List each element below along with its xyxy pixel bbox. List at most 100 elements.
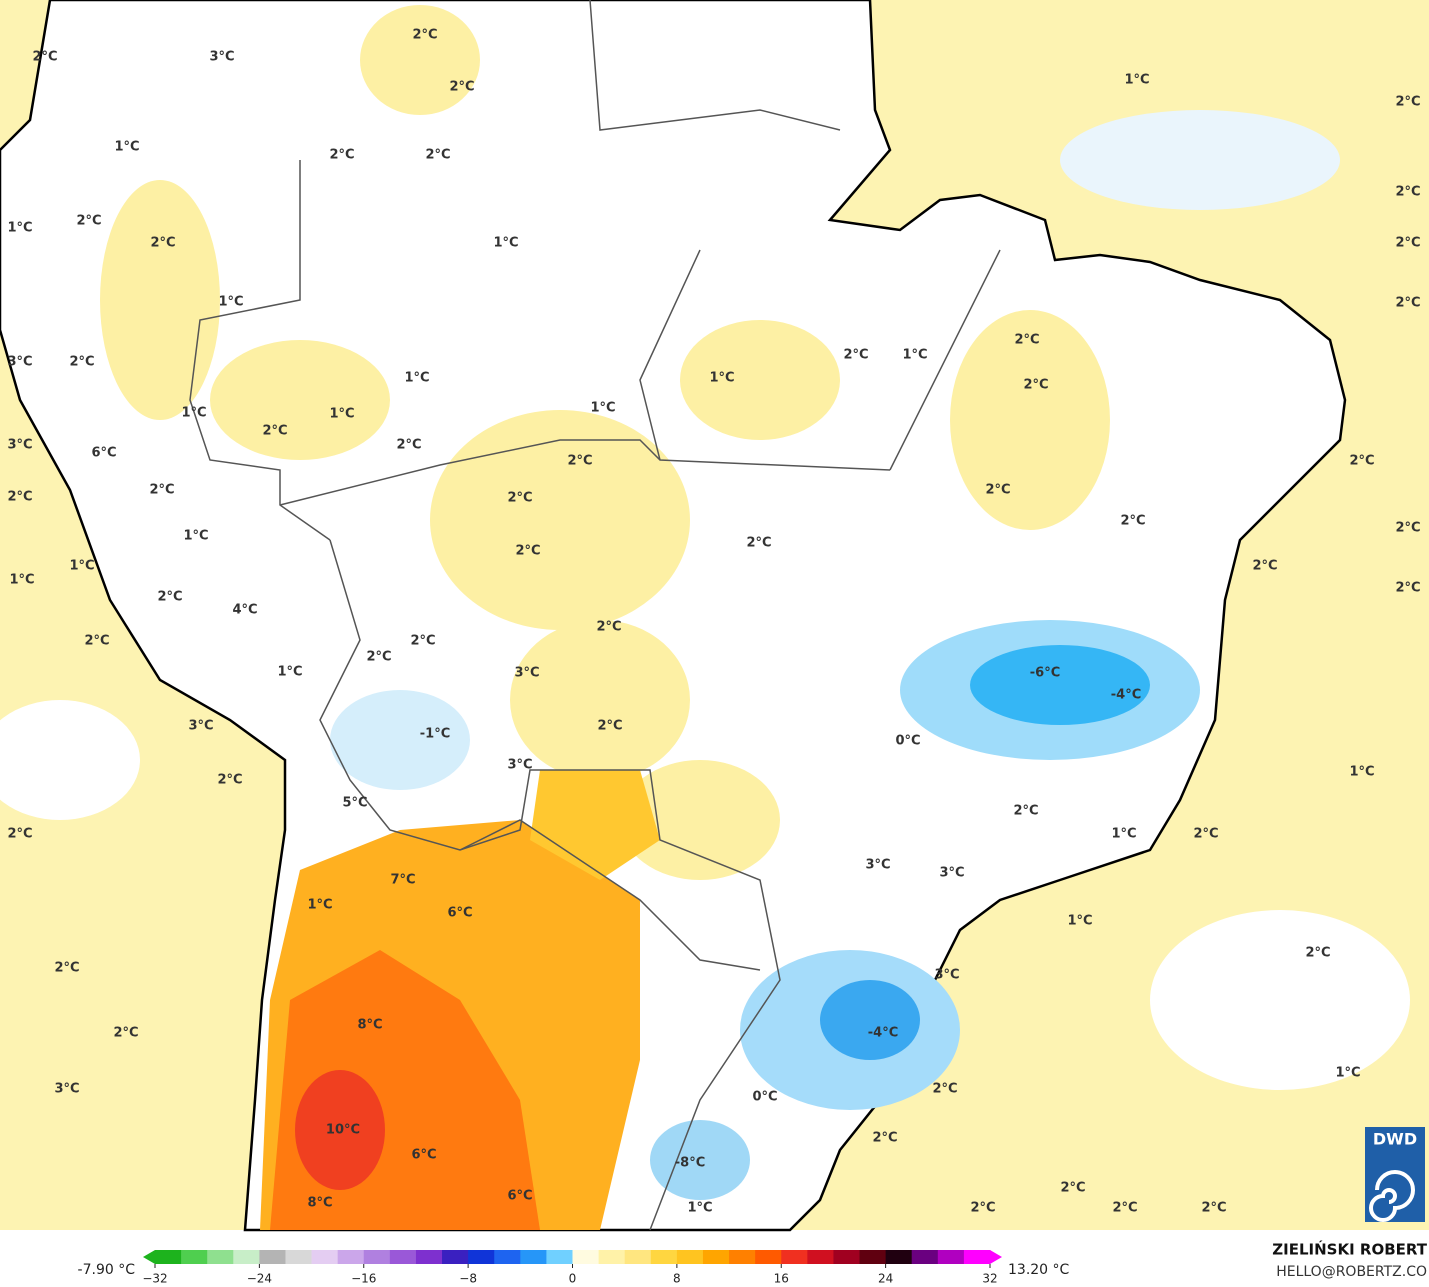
temp-label: 2°C (1120, 514, 1145, 529)
temp-label: 6°C (507, 1189, 532, 1204)
colorbar-segment (676, 1250, 704, 1264)
temp-label: 2°C (1023, 378, 1048, 393)
temp-label: 2°C (843, 348, 868, 363)
colorbar-segment (885, 1250, 913, 1264)
temp-label: 2°C (1395, 581, 1420, 596)
yellow-patches (100, 5, 1110, 880)
temp-label: 2°C (746, 536, 771, 551)
temp-label: 2°C (7, 490, 32, 505)
colorbar-segment (207, 1250, 234, 1264)
colorbar-tick-label: −32 (142, 1272, 167, 1286)
colorbar-tick-label: 24 (878, 1272, 893, 1286)
temp-label: 2°C (366, 650, 391, 665)
borders (189, 0, 1001, 1231)
colorbar-tick-label: −8 (459, 1272, 477, 1286)
temp-label: 2°C (515, 544, 540, 559)
temp-label: 2°C (76, 214, 101, 229)
author: ZIELIŃSKI ROBERT (1272, 1240, 1427, 1259)
temp-label: 3°C (209, 50, 234, 65)
colorbar-segment (389, 1250, 417, 1264)
temp-label: 0°C (752, 1090, 777, 1105)
temp-label: 2°C (507, 491, 532, 506)
email: HELLO@ROBERTZ.CO (1276, 1264, 1427, 1280)
max-label: 13.20 °C (1008, 1262, 1070, 1278)
colorbar-segment (755, 1250, 782, 1264)
temp-label: 1°C (181, 406, 206, 421)
temp-label: 2°C (1252, 559, 1277, 574)
temp-label: 7°C (390, 873, 415, 888)
warm-area (530, 770, 660, 880)
cold-area (820, 980, 920, 1060)
temp-label: 2°C (396, 438, 421, 453)
temp-label: 2°C (1193, 827, 1218, 842)
field (1150, 910, 1410, 1090)
map (0, 0, 1429, 1232)
temp-label: 1°C (1111, 827, 1136, 842)
colorbar-segment (572, 1250, 600, 1264)
temp-label: 1°C (709, 371, 734, 386)
field (0, 700, 140, 820)
temp-label: 6°C (447, 906, 472, 921)
colorbar-end (990, 1250, 1002, 1264)
colorbar-end (143, 1250, 155, 1264)
temp-label: 2°C (54, 961, 79, 976)
map-labels: 2°C 3°C 2°C 2°C 1°C 2°C 1°C 2°C 2°C 2°C 2°C 1°C 2°C 1… (7, 28, 1420, 1216)
temp-label: 2°C (412, 28, 437, 43)
temp-label: 3°C (939, 866, 964, 881)
temp-label: 6°C (411, 1148, 436, 1163)
colorbar-tick-label: 0 (569, 1272, 577, 1286)
temp-label: 1°C (493, 236, 518, 251)
logo: DWD (1365, 1127, 1425, 1222)
temp-label: 1°C (1335, 1066, 1360, 1081)
temp-label: 1°C (329, 407, 354, 422)
temp-label: 2°C (113, 1026, 138, 1041)
colorbar-segment (546, 1250, 573, 1264)
temp-label: 8°C (357, 1018, 382, 1033)
colorbar-segment (624, 1250, 652, 1264)
temp-label: 2°C (1013, 804, 1038, 819)
colorbar-segment (911, 1250, 939, 1264)
temp-label: 3°C (865, 858, 890, 873)
colorbar-segment (650, 1250, 678, 1264)
colorbar-segment (963, 1250, 991, 1264)
temp-label: 2°C (32, 50, 57, 65)
colorbar-segment (337, 1250, 365, 1264)
temp-label: -4°C (868, 1026, 898, 1041)
temp-label: 6°C (91, 446, 116, 461)
temp-label: 2°C (932, 1082, 957, 1097)
temp-label: 2°C (597, 719, 622, 734)
temp-label: 2°C (567, 454, 592, 469)
colorbar-segment (259, 1250, 286, 1264)
temp-label: 1°C (1067, 914, 1092, 929)
temp-label: 3°C (507, 758, 532, 773)
colorbar-tick-label: 8 (673, 1272, 681, 1286)
temp-label: -1°C (420, 727, 450, 742)
temp-label: 0°C (895, 734, 920, 749)
temp-label: 3°C (54, 1082, 79, 1097)
temp-label: 2°C (1349, 454, 1374, 469)
temp-label: -6°C (1030, 666, 1060, 681)
temp-label: 1°C (404, 371, 429, 386)
temp-label: 2°C (150, 236, 175, 251)
temp-label: 3°C (514, 666, 539, 681)
field (1060, 110, 1340, 210)
temp-label: 4°C (232, 603, 257, 618)
temp-label: 8°C (307, 1196, 332, 1211)
temp-label: 1°C (1349, 765, 1374, 780)
temp-label: 1°C (9, 573, 34, 588)
temp-label: -4°C (1111, 688, 1141, 703)
temp-label: 2°C (970, 1201, 995, 1216)
colorbar-segment (859, 1250, 887, 1264)
temp-label: 2°C (262, 424, 287, 439)
colorbar-segment (494, 1250, 521, 1264)
temp-label: 1°C (687, 1201, 712, 1216)
temp-label: 2°C (69, 355, 94, 370)
colorbar-tick-label: −24 (247, 1272, 272, 1286)
temp-label: 2°C (149, 483, 174, 498)
temp-label: 2°C (1395, 95, 1420, 110)
colorbar-segment (181, 1250, 208, 1264)
temp-label: 2°C (1395, 521, 1420, 536)
cold-area (650, 1120, 750, 1200)
temp-label: 2°C (1305, 946, 1330, 961)
temp-label: 2°C (1060, 1181, 1085, 1196)
